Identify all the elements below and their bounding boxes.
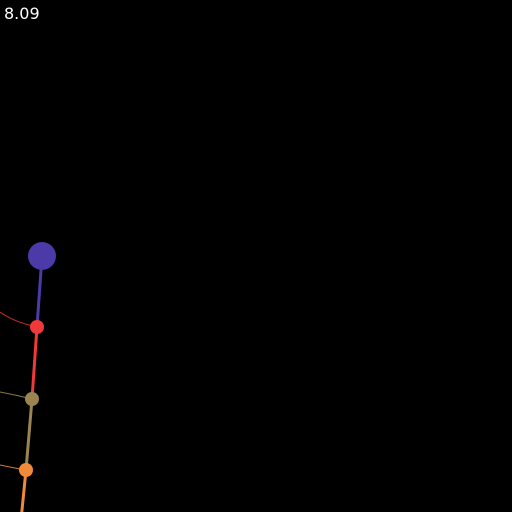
rod-2 [32, 327, 37, 399]
bob-3 [25, 392, 39, 406]
bob-4 [19, 463, 33, 477]
bob-1 [28, 242, 56, 270]
bob-2 [30, 320, 44, 334]
rod-3 [26, 399, 32, 470]
